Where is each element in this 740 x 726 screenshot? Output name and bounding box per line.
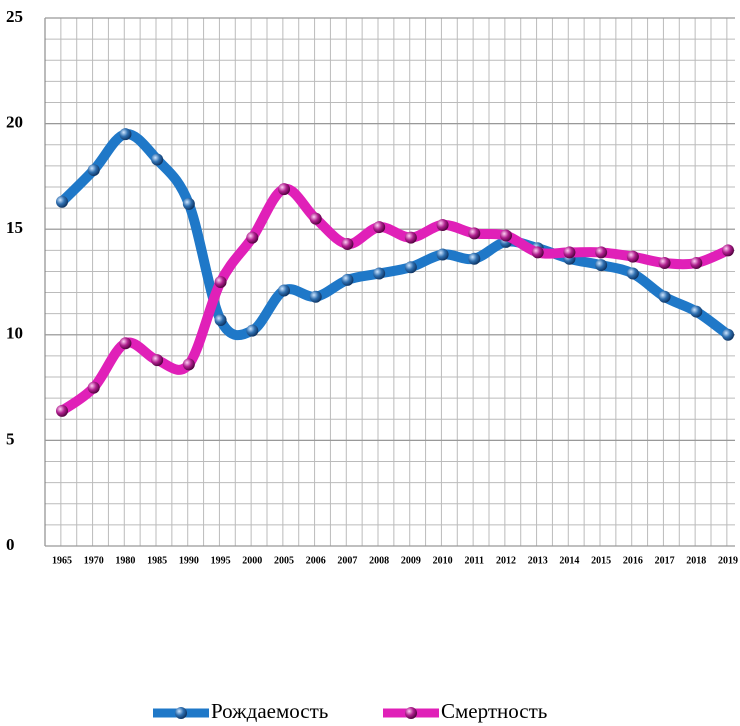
point <box>87 381 100 394</box>
point <box>87 164 100 177</box>
point <box>119 128 132 141</box>
point <box>373 221 386 234</box>
y-tick-label: 20 <box>6 113 23 132</box>
point <box>182 358 195 371</box>
series-line <box>57 129 733 341</box>
point <box>182 197 195 210</box>
x-tick-label: 2012 <box>496 555 516 566</box>
point <box>690 256 703 269</box>
point <box>278 284 290 297</box>
y-tick-label: 25 <box>6 7 23 26</box>
y-tick-label: 5 <box>6 429 15 448</box>
point <box>56 195 68 208</box>
x-tick-label: 1980 <box>115 555 135 566</box>
x-tick-label: 2018 <box>686 555 706 566</box>
point <box>690 305 703 318</box>
point <box>658 290 671 303</box>
x-tick-label: 2010 <box>433 555 453 566</box>
point <box>722 328 734 341</box>
x-tick-label: 2000 <box>242 555 262 566</box>
point <box>563 246 576 259</box>
x-tick-label: 1970 <box>84 555 104 566</box>
point <box>214 314 227 327</box>
x-tick-label: 2009 <box>401 555 421 566</box>
point <box>468 227 481 240</box>
point <box>246 231 259 244</box>
point <box>309 290 322 303</box>
point <box>595 246 608 259</box>
y-tick-label: 0 <box>6 535 15 554</box>
point <box>56 404 68 417</box>
point <box>468 252 481 265</box>
x-tick-label: 1995 <box>211 555 231 566</box>
point <box>404 231 417 244</box>
point <box>214 276 227 288</box>
x-tick-label: 2014 <box>559 555 579 566</box>
x-tick-label: 2007 <box>337 555 357 566</box>
x-tick-label: 2006 <box>306 555 326 566</box>
x-tick-label: 2013 <box>528 555 548 566</box>
legend-marker <box>175 707 187 719</box>
legend-marker <box>405 707 417 719</box>
point <box>151 354 164 367</box>
x-tick-label: 2011 <box>465 555 484 566</box>
legend-label: Смертность <box>441 699 547 723</box>
point <box>436 218 449 231</box>
point <box>404 261 417 274</box>
legend-label: Рождаемость <box>211 699 328 723</box>
point <box>309 212 322 225</box>
point <box>658 256 671 269</box>
x-tick-label: 1990 <box>179 555 199 566</box>
point <box>436 248 449 261</box>
x-tick-label: 2015 <box>591 555 611 566</box>
point <box>151 153 164 166</box>
point <box>119 337 132 350</box>
x-tick-label: 1985 <box>147 555 167 566</box>
point <box>595 259 608 272</box>
point <box>341 237 354 250</box>
grid <box>44 17 735 547</box>
point <box>626 250 639 263</box>
x-tick-label: 2016 <box>623 555 643 566</box>
x-tick-label: 2017 <box>655 555 675 566</box>
point <box>341 273 354 286</box>
point <box>500 229 512 242</box>
point <box>373 267 386 280</box>
y-tick-label: 10 <box>6 324 23 343</box>
series-line <box>57 184 733 416</box>
x-tick-label: 2019 <box>718 555 738 566</box>
x-tick-label: 2005 <box>274 555 294 566</box>
point <box>626 267 639 280</box>
point <box>531 246 544 259</box>
point <box>722 244 734 257</box>
point <box>246 324 259 337</box>
y-tick-label: 15 <box>6 218 23 237</box>
x-tick-label: 1965 <box>52 555 72 566</box>
point <box>278 183 290 196</box>
x-tick-label: 2008 <box>369 555 389 566</box>
